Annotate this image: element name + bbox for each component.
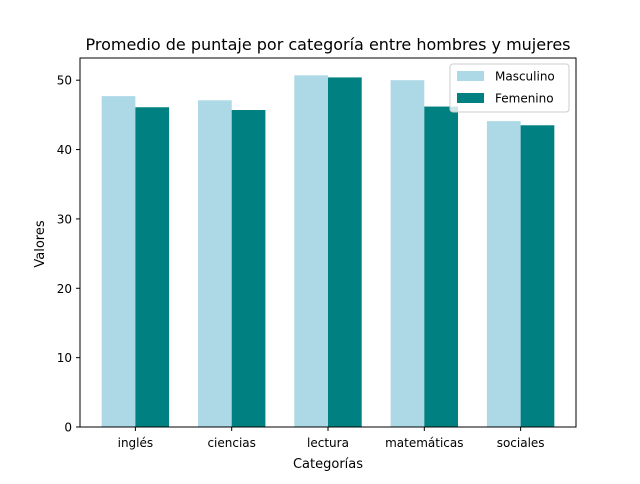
y-axis-label: Valores [33, 220, 48, 267]
x-tick-label: matemáticas [385, 436, 463, 450]
legend-swatch-0 [457, 71, 484, 81]
y-tick-label: 40 [57, 143, 72, 157]
x-tick-label: sociales [497, 436, 545, 450]
bar-masculino-3 [390, 80, 425, 427]
x-tick-label: inglés [118, 436, 154, 450]
legend: Masculino Femenino [449, 63, 570, 113]
y-tick-label: 50 [57, 74, 72, 88]
bar-femenino-3 [424, 106, 459, 427]
legend-label-0: Masculino [495, 70, 555, 84]
y-tick-label: 0 [64, 421, 72, 435]
y-tick-label: 10 [57, 351, 72, 365]
bar-masculino-0 [101, 96, 136, 427]
chart-title: Promedio de puntaje por categoría entre … [85, 35, 570, 54]
bar-femenino-0 [135, 107, 170, 427]
x-axis-label: Categorías [293, 457, 363, 472]
y-tick-label: 20 [57, 282, 72, 296]
x-tick-label: lectura [307, 436, 349, 450]
x-tick-label: ciencias [207, 436, 255, 450]
legend-swatch-1 [457, 93, 484, 103]
bar-femenino-2 [328, 77, 362, 427]
bar-masculino-4 [486, 121, 521, 428]
bar-femenino-4 [520, 125, 555, 427]
y-tick-label: 30 [57, 212, 72, 226]
bar-masculino-1 [197, 100, 232, 427]
bar-femenino-1 [231, 110, 266, 427]
axes-group: 0 10 20 30 40 50 inglés ciencias lectura matemáti… [57, 57, 577, 450]
bars-group [101, 75, 555, 428]
bar-masculino-2 [294, 75, 328, 428]
legend-label-1: Femenino [495, 92, 554, 106]
